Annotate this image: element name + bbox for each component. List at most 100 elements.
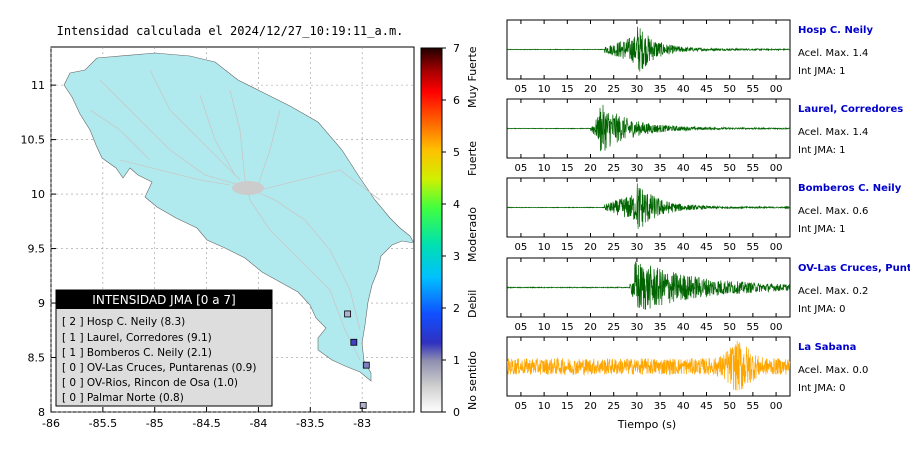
colorbar-label-fuerte: Fuerte — [466, 141, 479, 176]
jma-intensity: Int JMA: 0 — [798, 383, 846, 394]
time-tick-label: 55 — [747, 401, 760, 412]
time-tick-label: 20 — [584, 322, 597, 333]
colorbar-tick-label: 4 — [453, 198, 460, 211]
time-tick-label: 25 — [607, 163, 620, 174]
colorbar-tick-label: 2 — [453, 302, 460, 315]
station-name: Bomberos C. Neily — [798, 183, 902, 194]
map-axis-ticks: -86 -85.5 -85 -84.5 -84 -83.5 -83 11 10.5 10 9.5 9 8… — [21, 79, 372, 430]
time-tick-label: 50 — [723, 322, 736, 333]
time-tick-label: 25 — [607, 401, 620, 412]
waveform-panel: 05 10 15 20 25 30 35 40 45 50 55 00 Bomberos C. Neil… — [506, 177, 902, 253]
colorbar-label-muy-fuerte: Muy Fuerte — [466, 46, 479, 108]
station-marker — [359, 402, 367, 409]
colorbar-tick-label: 1 — [453, 354, 460, 367]
waveform-trace — [506, 340, 791, 391]
time-tick-label: 55 — [747, 84, 760, 95]
time-tick-label: 35 — [654, 163, 667, 174]
station-marker — [350, 338, 358, 346]
time-tick-label: 25 — [607, 322, 620, 333]
waveform-trace — [506, 26, 791, 72]
waveform-trace — [506, 104, 790, 152]
peak-acceleration: Acel. Max. 0.2 — [798, 286, 868, 297]
time-tick-label: 20 — [584, 84, 597, 95]
time-tick-label: 30 — [631, 401, 644, 412]
station-marker — [362, 361, 370, 369]
colorbar-ticks: 0 1 2 3 4 5 6 7 — [442, 42, 460, 419]
time-tick-label: 10 — [538, 322, 551, 333]
legend-title: INTENSIDAD JMA [0 a 7] — [92, 293, 235, 307]
legend-item: [ 1 ] Laurel, Corredores (9.1) — [62, 332, 212, 344]
station-name: Hosp C. Neily — [798, 25, 873, 36]
station-name: Laurel, Corredores — [798, 104, 903, 115]
time-tick-label: 15 — [561, 322, 574, 333]
peak-acceleration: Acel. Max. 0.0 — [798, 365, 868, 376]
time-tick-label: 35 — [654, 242, 667, 253]
time-tick-label: 30 — [631, 84, 644, 95]
central-valley-cluster — [232, 181, 264, 195]
time-tick-label: 40 — [677, 84, 690, 95]
time-tick-label: 00 — [770, 242, 783, 253]
time-tick-label: 25 — [607, 242, 620, 253]
time-tick-label: 20 — [584, 242, 597, 253]
jma-intensity: Int JMA: 1 — [798, 145, 846, 156]
time-tick-label: 15 — [561, 84, 574, 95]
time-tick-label: 55 — [747, 322, 760, 333]
y-tick-label: 11 — [31, 79, 45, 92]
time-tick-label: 45 — [700, 322, 713, 333]
time-tick-label: 10 — [538, 163, 551, 174]
station-markers — [344, 310, 370, 409]
time-tick-label: 05 — [515, 84, 528, 95]
y-tick-label: 8 — [38, 406, 45, 419]
time-tick-label: 50 — [723, 401, 736, 412]
station-name: La Sabana — [798, 342, 856, 353]
jma-intensity: Int JMA: 1 — [798, 66, 846, 77]
time-tick-label: 00 — [770, 84, 783, 95]
colorbar-label-moderado: Moderado — [466, 207, 479, 262]
peak-acceleration: Acel. Max. 1.4 — [798, 48, 868, 59]
time-tick-label: 30 — [631, 242, 644, 253]
y-tick-label: 9.5 — [28, 243, 46, 256]
legend-item: [ 0 ] Palmar Norte (0.8) — [62, 392, 184, 404]
colorbar-tick-label: 3 — [453, 250, 460, 263]
time-tick-label: 05 — [515, 242, 528, 253]
land-area — [63, 52, 415, 382]
time-tick-label: 05 — [515, 163, 528, 174]
time-tick-label: 50 — [723, 242, 736, 253]
jma-intensity: Int JMA: 1 — [798, 224, 846, 235]
y-tick-label: 8.5 — [28, 352, 46, 365]
colorbar-gradient — [420, 47, 443, 413]
time-tick-label: 10 — [538, 242, 551, 253]
time-tick-label: 35 — [654, 401, 667, 412]
time-tick-label: 20 — [584, 163, 597, 174]
colorbar-tick-label: 5 — [453, 146, 460, 159]
x-tick-label: -86 — [42, 417, 60, 430]
legend-item: [ 0 ] OV-Rios, Rincon de Osa (1.0) — [62, 377, 238, 389]
x-tick-label: -83 — [353, 417, 371, 430]
legend-box — [55, 289, 273, 407]
y-tick-label: 10 — [31, 188, 45, 201]
waveform-panel: 05 10 15 20 25 30 35 40 45 50 55 00 Hosp C. Neily Ace… — [506, 19, 873, 95]
waveform-trace — [506, 183, 791, 229]
intensity-legend: INTENSIDAD JMA [0 a 7] [ 2 ] Hosp C. Nei… — [55, 289, 273, 407]
time-tick-label: 55 — [747, 242, 760, 253]
time-tick-label: 10 — [538, 84, 551, 95]
peak-acceleration: Acel. Max. 1.4 — [798, 127, 868, 138]
time-tick-label: 30 — [631, 322, 644, 333]
time-tick-label: 15 — [561, 242, 574, 253]
colorbar-tick-label: 7 — [453, 42, 460, 55]
time-tick-label: 20 — [584, 401, 597, 412]
map-title: Intensidad calculada el 2024/12/27_10:19… — [57, 24, 404, 38]
colorbar-tick-label: 6 — [453, 94, 460, 107]
legend-header — [56, 290, 272, 309]
time-tick-label: 50 — [723, 84, 736, 95]
time-tick-label: 00 — [770, 322, 783, 333]
y-tick-label: 10.5 — [21, 134, 46, 147]
time-tick-label: 00 — [770, 401, 783, 412]
time-tick-label: 15 — [561, 163, 574, 174]
x-tick-label: -83.5 — [296, 417, 324, 430]
peak-acceleration: Acel. Max. 0.6 — [798, 206, 868, 217]
legend-item: [ 2 ] Hosp C. Neily (8.3) — [62, 316, 185, 328]
waveform-panel: 05 10 15 20 25 30 35 40 45 50 55 00 Laurel, Corredor… — [506, 98, 903, 174]
station-name: OV-Las Cruces, Puntar — [798, 263, 910, 274]
legend-item: [ 1 ] Bomberos C. Neily (2.1) — [62, 347, 212, 359]
